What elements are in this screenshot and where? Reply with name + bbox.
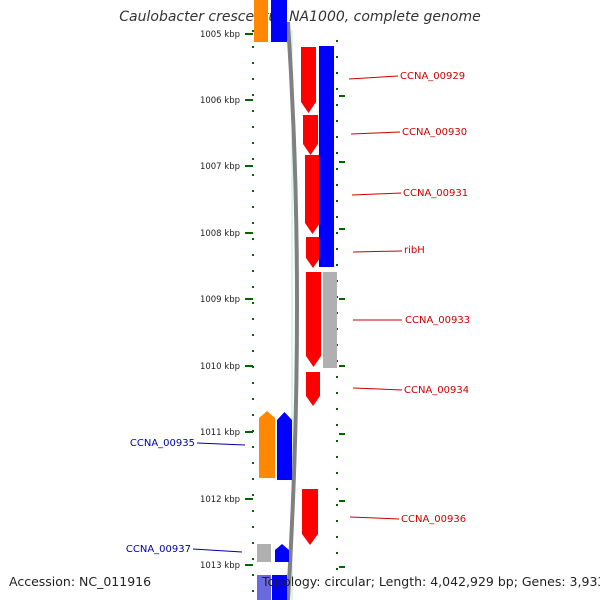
label-connector xyxy=(192,548,243,553)
tick-label: 1007 kbp xyxy=(200,162,240,172)
label-connector xyxy=(196,442,246,446)
gene-arrow-ccna-00933 xyxy=(306,272,321,367)
label-connector xyxy=(352,387,403,391)
tick-label: 1009 kbp xyxy=(200,295,240,305)
right-tick-layer xyxy=(339,95,345,568)
gene-label-ccna-00935: CCNA_00935 xyxy=(130,438,195,449)
tick-layer: 1005 kbp 1006 kbp 1007 kbp 1008 kbp 1009… xyxy=(200,30,253,571)
gene-arrow-ccna-00936 xyxy=(302,489,318,545)
gene-label-ccna-00933: CCNA_00933 xyxy=(405,315,470,326)
reverse-label-connectors xyxy=(192,442,246,553)
gene-arrow-ccna-00934 xyxy=(306,372,320,406)
gene-label-ccna-00930: CCNA_00930 xyxy=(402,127,467,138)
gene-arrow-blue-reverse xyxy=(275,544,289,562)
accession-text: Accession: NC_011916 xyxy=(9,574,152,589)
tick-label: 1010 kbp xyxy=(200,362,240,372)
gene-bar-blue xyxy=(319,46,334,267)
gene-label-ccna-00934: CCNA_00934 xyxy=(404,385,469,396)
gene-label-ribh: ribH xyxy=(404,245,425,256)
tick-label: 1011 kbp xyxy=(200,428,240,438)
label-connector xyxy=(351,192,402,196)
tick-label: 1012 kbp xyxy=(200,495,240,505)
label-connector xyxy=(350,131,401,135)
map-title: Caulobacter crescentus NA1000, complete … xyxy=(119,9,481,25)
gene-arrow-ccna-00935 xyxy=(259,411,275,478)
gene-arrow xyxy=(271,0,287,42)
tick-label: 1005 kbp xyxy=(200,30,240,40)
gene-label-ccna-00931: CCNA_00931 xyxy=(403,188,468,199)
label-connector xyxy=(348,75,399,80)
tick-label: 1013 kbp xyxy=(200,561,240,571)
gene-arrow-ribh xyxy=(306,237,320,268)
gene-arrow-ccna-00929 xyxy=(301,47,316,113)
topology-summary: Topology: circular; Length: 4,042,929 bp… xyxy=(262,574,600,589)
gene-label-ccna-00936: CCNA_00936 xyxy=(401,514,466,525)
gene-arrow-blue-reverse xyxy=(277,412,292,480)
gene-label-ccna-00937: CCNA_00937 xyxy=(126,544,191,555)
gene-bar-partial xyxy=(272,575,287,600)
gene-bar-gray xyxy=(323,272,337,368)
label-connector xyxy=(352,250,403,253)
label-connector xyxy=(349,516,400,520)
genome-backbone xyxy=(286,21,299,600)
tick-label: 1008 kbp xyxy=(200,229,240,239)
gene-arrow-ccna-00937 xyxy=(257,544,271,562)
gene-bar-partial xyxy=(257,575,271,600)
gene-arrow-ccna-00931 xyxy=(305,155,320,234)
gene-label-ccna-00929: CCNA_00929 xyxy=(400,71,465,82)
forward-label-connectors xyxy=(348,75,403,520)
gene-arrow xyxy=(254,0,268,42)
gene-arrow-ccna-00930 xyxy=(303,115,318,155)
tick-label: 1006 kbp xyxy=(200,96,240,106)
